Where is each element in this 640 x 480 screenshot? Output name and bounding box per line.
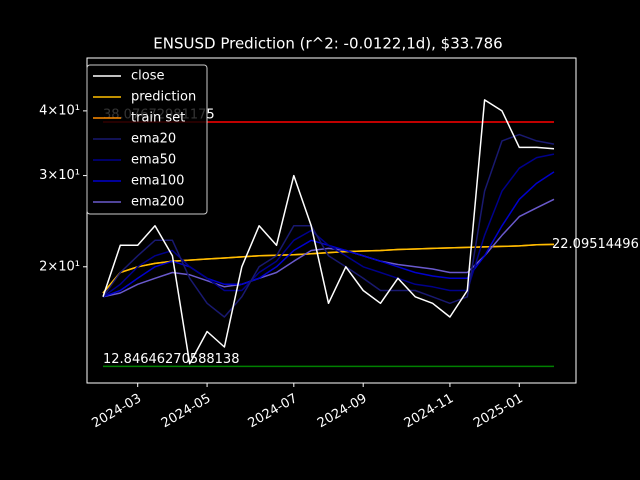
- x-tick-label: 2024-03: [90, 391, 145, 431]
- legend-label: ema50: [131, 153, 176, 168]
- x-tick-label: 2024-09: [315, 391, 370, 431]
- legend-label: prediction: [131, 90, 196, 105]
- series-line: [102, 243, 555, 294]
- legend-box: [86, 64, 208, 215]
- series-line: [102, 99, 555, 365]
- x-tick-label: 2024-05: [159, 391, 214, 431]
- series-line: [102, 153, 555, 298]
- legend-label: ema200: [131, 195, 184, 210]
- x-tick-label: 2024-11: [402, 391, 457, 431]
- plot-frame: [86, 57, 577, 384]
- reference-label: 12.84646270588138: [103, 352, 239, 367]
- legend-label: close: [131, 69, 164, 84]
- legend-label: ema20: [131, 132, 176, 147]
- y-tick-label: 3×10¹: [39, 168, 80, 183]
- x-tick-label: 2024-07: [246, 391, 301, 431]
- legend-label: ema100: [131, 174, 184, 189]
- series-line: [102, 133, 555, 318]
- y-tick-label: 2×10¹: [39, 259, 80, 274]
- chart-title: ENSUSD Prediction (r^2: -0.0122,1d), $33…: [153, 35, 502, 53]
- x-tick-label: 2025-01: [471, 391, 526, 431]
- legend-label: train set: [131, 111, 185, 126]
- end-label: 22.09514496: [552, 237, 639, 252]
- y-tick-label: 4×10¹: [39, 103, 80, 118]
- series-line: [102, 198, 555, 298]
- legend: close prediction train set ema20 ema50 ema100…: [86, 64, 208, 215]
